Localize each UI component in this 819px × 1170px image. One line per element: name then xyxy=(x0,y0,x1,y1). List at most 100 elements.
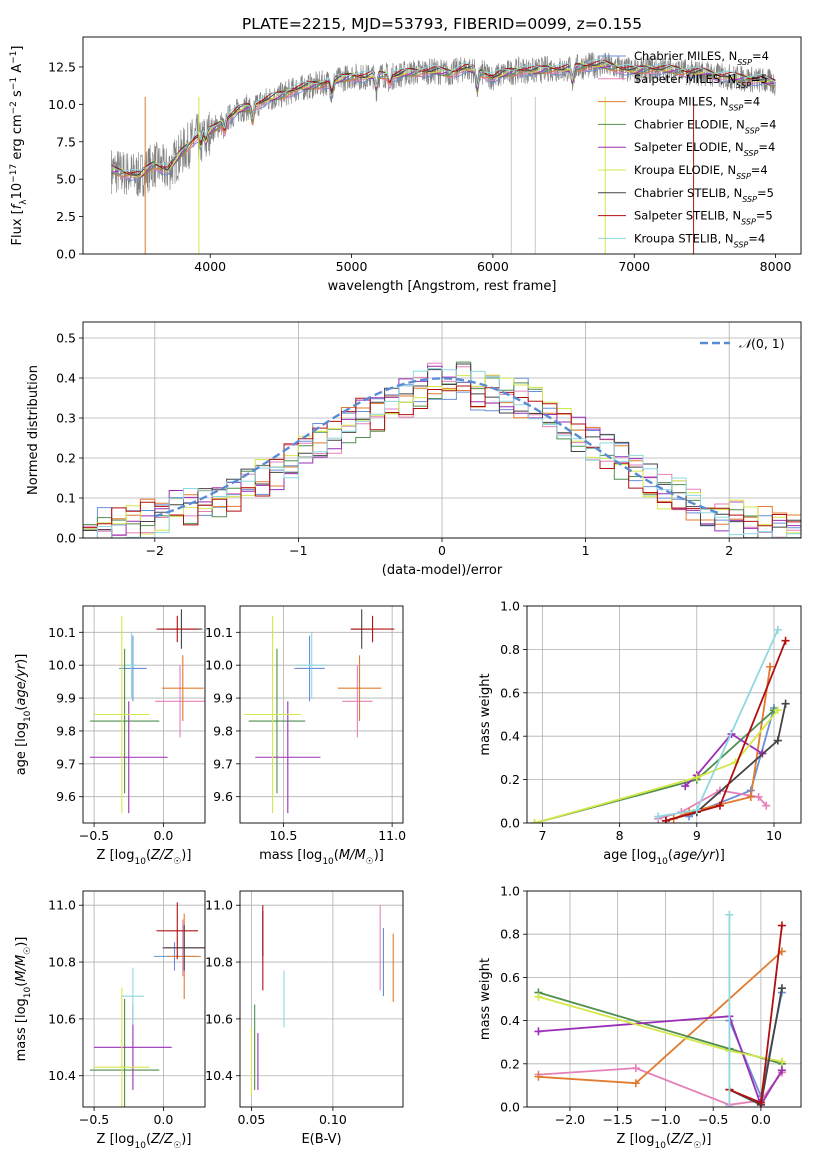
y-tick-label: 0.0 xyxy=(500,816,520,831)
x-tick-label: 8000 xyxy=(760,259,792,274)
chart-title: PLATE=2215, MJD=53793, FIBERID=0099, z=0… xyxy=(242,15,642,33)
y-tick-label: 1.0 xyxy=(500,884,520,899)
x-tick-label: −0.5 xyxy=(698,1112,728,1127)
weight-marker xyxy=(781,636,790,645)
x-tick-label: 10 xyxy=(766,828,782,843)
y-tick-label: 10.6 xyxy=(205,1011,233,1026)
y-tick-label: 0.5 xyxy=(56,331,76,346)
weight-marker xyxy=(692,805,701,814)
histogram-data xyxy=(83,361,801,538)
x-tick-label: 0 xyxy=(438,543,446,558)
legend-label-2: Salpeter MILES, NSSP=5 xyxy=(634,72,768,90)
x-tick-label: −1 xyxy=(289,543,307,558)
x-tick-label: −2 xyxy=(146,543,164,558)
weight-marker xyxy=(534,1027,543,1036)
y-tick-label: 1.0 xyxy=(500,599,520,614)
y-tick-label: 12.5 xyxy=(48,59,76,74)
weight-marker xyxy=(725,910,734,919)
histogram-step-7 xyxy=(83,363,801,538)
y-tick-label: 11.0 xyxy=(205,898,233,913)
legend-label-8: Salpeter STELIB, NSSP=5 xyxy=(634,209,773,227)
y-tick-label: 9.9 xyxy=(56,691,76,706)
weight-marker xyxy=(773,736,782,745)
weight-line-1 xyxy=(688,707,775,818)
x-axis-label: Z [log10(Z/Z☉)] xyxy=(617,1132,712,1151)
x-axis-label: mass [log10(M/M☉)] xyxy=(259,848,384,867)
y-tick-label: 0.4 xyxy=(500,1013,520,1028)
weight-marker xyxy=(631,1079,640,1088)
weight-lines xyxy=(534,910,786,1107)
weight-marker xyxy=(762,801,771,810)
weight-line-8 xyxy=(729,925,783,1104)
x-tick-label: 0.0 xyxy=(751,1112,771,1127)
legend-label-7: Chabrier STELIB, NSSP=5 xyxy=(634,186,774,204)
y-tick-label: 9.7 xyxy=(213,756,233,771)
x-tick-label: 7 xyxy=(538,828,546,843)
y-tick-label: 9.8 xyxy=(213,723,233,738)
weight-marker xyxy=(773,706,782,715)
axes-frame xyxy=(82,36,802,255)
x-axis-label: Z [log10(Z/Z☉)] xyxy=(97,848,192,867)
y-tick-label: 0.6 xyxy=(500,970,520,985)
y-tick-label: 10.0 xyxy=(48,658,76,673)
weight-marker xyxy=(692,773,701,782)
spectrum-panel: 4000 5000 6000 7000 8000 0.0 2.5 5.0 7.5 10.0 12.5… xyxy=(9,15,802,294)
weight-vs-z-panel: −2.0 −1.5 −1.0 −0.5 0.0 0.0 0.2 0.4 0.6 0.8 1.0 Z [… xyxy=(478,884,802,1151)
y-tick-label: 10.8 xyxy=(205,955,233,970)
axes-frame xyxy=(239,605,404,824)
axes-frame xyxy=(239,890,404,1108)
weight-line-2 xyxy=(538,1067,783,1106)
x-tick-label: −1.5 xyxy=(603,1112,633,1127)
y-tick-label: 9.6 xyxy=(56,789,76,804)
errorbar-data xyxy=(89,902,205,1107)
weight-marker xyxy=(777,921,786,930)
weight-marker xyxy=(534,1072,543,1081)
legend-label-3: Kroupa MILES, NSSP=4 xyxy=(634,95,760,113)
weight-marker xyxy=(661,816,670,823)
y-tick-label: 0.0 xyxy=(56,247,76,262)
weight-line-5 xyxy=(684,732,763,787)
y-tick-label: 7.5 xyxy=(56,134,76,149)
weight-lines xyxy=(530,625,790,823)
weight-marker xyxy=(773,625,782,634)
weight-marker xyxy=(777,1066,786,1075)
y-tick-label: 0.4 xyxy=(56,371,76,386)
spectrum-data xyxy=(111,52,776,254)
model-spectrum-line-9 xyxy=(111,59,776,172)
y-axis-label: age [log10(age/yr)] xyxy=(14,654,33,776)
weight-line-7 xyxy=(729,988,783,1107)
legend-label-9: Kroupa STELIB, NSSP=4 xyxy=(634,231,765,249)
weight-marker xyxy=(777,1057,786,1066)
y-axis-label: mass weight xyxy=(478,958,493,1040)
legend-label-4: Chabrier ELODIE, NSSP=4 xyxy=(634,117,776,135)
x-axis-label: E(B-V) xyxy=(301,1132,341,1147)
weight-line-6 xyxy=(534,709,779,823)
axes-frame xyxy=(82,321,802,539)
histogram-step-1 xyxy=(83,377,801,531)
y-axis-label: Flux [fλ10−17 erg cm−2 s−1 A−1] xyxy=(9,46,29,246)
histogram-step-8 xyxy=(83,385,801,529)
y-tick-label: 10.0 xyxy=(205,658,233,673)
y-tick-label: 5.0 xyxy=(56,172,76,187)
y-tick-label: 11.0 xyxy=(48,898,76,913)
mass-vs-ebv-panel: 0.05 0.10 10.4 10.6 10.8 11.0 E(B-V) xyxy=(205,890,404,1147)
errorbar-data xyxy=(250,905,394,1096)
age-vs-z-panel: −0.5 0.0 9.6 9.7 9.8 9.9 10.0 10.1 Z [log10(Z/Z☉… xyxy=(14,605,206,867)
weight-marker xyxy=(781,699,790,708)
x-tick-label: 4000 xyxy=(194,259,226,274)
y-tick-label: 10.8 xyxy=(48,955,76,970)
x-tick-label: −1.0 xyxy=(650,1112,680,1127)
mass-vs-z-panel: −0.5 0.0 10.4 10.6 10.8 11.0 Z [log10(Z/Z☉)] ma… xyxy=(14,890,206,1151)
legend-label-normal: 𝒩(0, 1) xyxy=(739,336,785,351)
axes-frame xyxy=(82,605,206,824)
x-tick-label: 10.5 xyxy=(270,828,298,843)
weight-marker xyxy=(631,1064,640,1073)
weight-marker xyxy=(654,812,663,821)
x-axis-label: wavelength [Angstrom, rest frame] xyxy=(328,279,557,294)
x-tick-label: −2.0 xyxy=(555,1112,585,1127)
x-tick-label: 7000 xyxy=(618,259,650,274)
x-tick-label: 5000 xyxy=(336,259,368,274)
x-axis-label: age [log10(age/yr)] xyxy=(603,848,725,867)
legend-label-6: Kroupa ELODIE, NSSP=4 xyxy=(634,163,768,181)
